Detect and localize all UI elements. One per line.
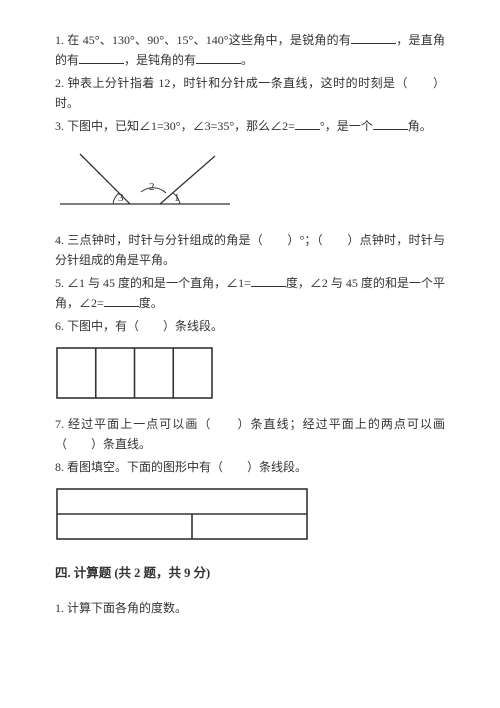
q3-text-c: 角。 <box>408 119 432 133</box>
q3-text-b: °，是一个 <box>320 119 373 133</box>
blank <box>196 52 241 64</box>
section-4-title: 四. 计算题 (共 2 题，共 9 分) <box>55 563 445 584</box>
q5-text-c: 度。 <box>139 296 163 310</box>
q3-text-a: 3. 下图中，已知∠1=30°，∠3=35°，那么∠2= <box>55 119 295 133</box>
q1-text-a: 1. 在 45°、130°、90°、15°、140°这些角中，是锐角的有 <box>55 33 351 47</box>
blank <box>295 118 320 130</box>
rect-2row-diagram <box>55 487 309 541</box>
q5-text-a: 5. ∠1 与 45 度的和是一个直角，∠1= <box>55 276 251 290</box>
question-8: 8. 看图填空。下面的图形中有（ ）条线段。 <box>55 457 445 477</box>
svg-text:2: 2 <box>149 181 155 193</box>
q1-text-c: ，是钝角的有 <box>124 53 196 67</box>
svg-text:1: 1 <box>174 192 180 204</box>
section-4-q1: 1. 计算下面各角的度数。 <box>55 598 445 618</box>
question-4: 4. 三点钟时，时针与分针组成的角是（ ）°；（ ）点钟时，时针与分针组成的角是… <box>55 230 445 271</box>
blank <box>251 275 286 287</box>
question-6: 6. 下图中，有（ ）条线段。 <box>55 316 445 336</box>
figure-grid-4col <box>55 346 445 400</box>
figure-rect-2row <box>55 487 445 541</box>
question-2: 2. 钟表上分针指着 12，时针和分针成一条直线，这时的时刻是（ ）时。 <box>55 73 445 114</box>
question-5: 5. ∠1 与 45 度的和是一个直角，∠1=度，∠2 与 45 度的和是一个平… <box>55 273 445 314</box>
question-7: 7. 经过平面上一点可以画（ ）条直线；经过平面上的两点可以画（ ）条直线。 <box>55 414 445 455</box>
question-3: 3. 下图中，已知∠1=30°，∠3=35°，那么∠2= °，是一个 角。 <box>55 116 445 136</box>
figure-angle: 1 2 3 <box>55 146 445 216</box>
q1-text-d: 。 <box>241 53 253 67</box>
question-1: 1. 在 45°、130°、90°、15°、140°这些角中，是锐角的有，是直角… <box>55 30 445 71</box>
grid-4col-diagram <box>55 346 214 400</box>
blank <box>351 32 396 44</box>
blank <box>104 295 139 307</box>
blank <box>79 52 124 64</box>
svg-text:3: 3 <box>118 192 124 204</box>
blank <box>373 118 408 130</box>
angle-diagram: 1 2 3 <box>55 146 240 216</box>
